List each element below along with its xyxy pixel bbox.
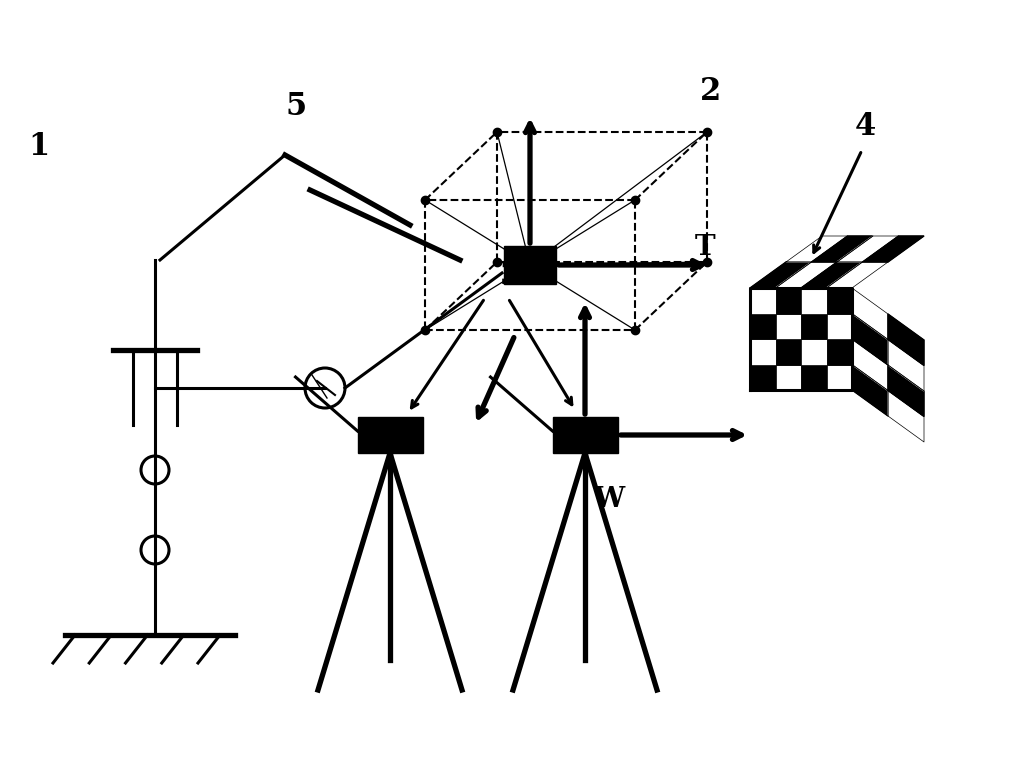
Polygon shape [776, 262, 837, 288]
Bar [750, 364, 776, 390]
Bar [776, 364, 801, 390]
Text: 3: 3 [500, 261, 522, 292]
Text: 4: 4 [855, 111, 876, 142]
Bar [776, 339, 801, 364]
Polygon shape [837, 236, 898, 262]
Bar [776, 313, 801, 339]
Text: W: W [593, 486, 624, 513]
Bar [750, 339, 776, 364]
Polygon shape [888, 340, 924, 391]
Polygon shape [888, 365, 924, 417]
Polygon shape [863, 236, 924, 262]
Polygon shape [852, 339, 888, 390]
Polygon shape [786, 236, 847, 262]
Text: T: T [695, 234, 716, 261]
Polygon shape [801, 262, 863, 288]
Bar [801, 339, 827, 364]
Bar [750, 313, 776, 339]
Polygon shape [852, 313, 888, 365]
Bar [827, 364, 852, 390]
Bar [552, 417, 618, 453]
Polygon shape [888, 390, 924, 442]
Polygon shape [812, 236, 873, 262]
Bar [801, 288, 827, 313]
Polygon shape [888, 314, 924, 366]
Bar [750, 288, 776, 313]
Text: 1: 1 [28, 131, 49, 162]
Bar [776, 288, 801, 313]
Text: 2: 2 [700, 76, 721, 107]
Bar [827, 288, 852, 313]
Bar [357, 417, 423, 453]
Bar [504, 246, 556, 284]
Polygon shape [827, 262, 888, 288]
Bar [801, 313, 827, 339]
Polygon shape [852, 288, 888, 340]
Bar [827, 313, 852, 339]
Polygon shape [852, 364, 888, 416]
Bar [827, 339, 852, 364]
Polygon shape [750, 262, 812, 288]
Bar [801, 364, 827, 390]
Text: 5: 5 [285, 91, 306, 122]
